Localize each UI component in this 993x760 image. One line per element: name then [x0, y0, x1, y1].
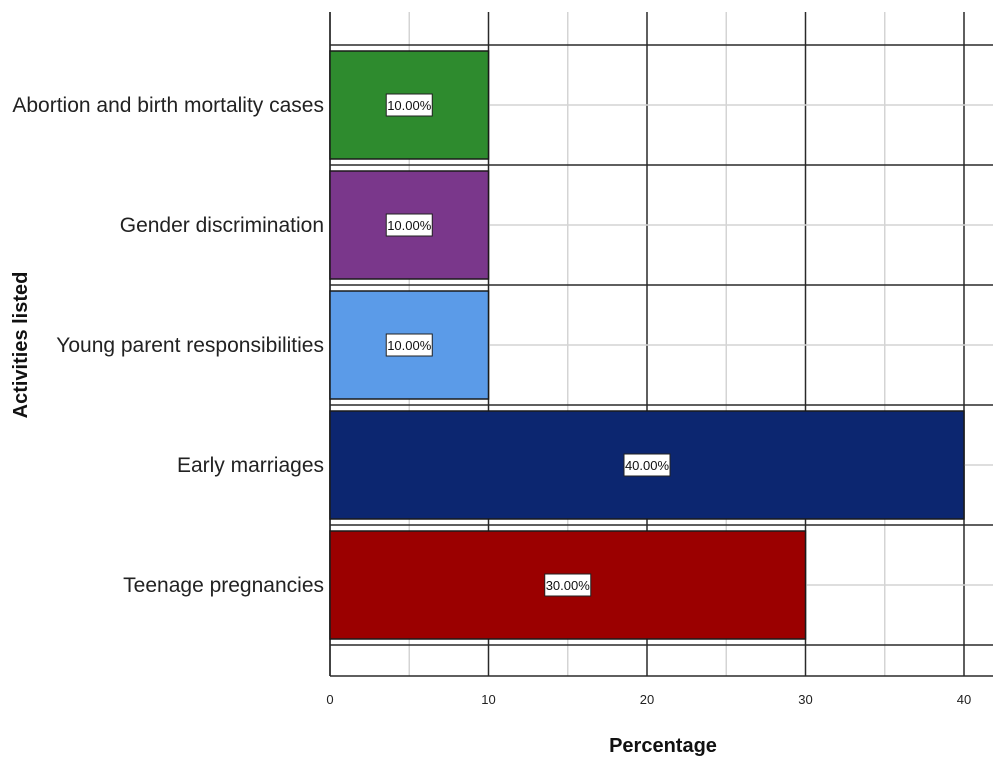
data-label: 10.00%	[387, 338, 432, 353]
data-label: 10.00%	[387, 98, 432, 113]
category-label: Gender discrimination	[120, 214, 324, 237]
data-label-box	[385, 333, 433, 357]
data-label: 10.00%	[387, 218, 432, 233]
x-tick-label: 10	[481, 692, 495, 707]
x-tick-label: 0	[326, 692, 333, 707]
data-label: 30.00%	[546, 578, 591, 593]
data-label: 40.00%	[625, 458, 670, 473]
labels: 10.00% Abortion and birth mortality cases…	[12, 93, 971, 707]
data-label-box	[623, 453, 671, 477]
data-label-box	[385, 213, 433, 237]
x-tick-label: 20	[640, 692, 654, 707]
bar-2	[329, 170, 490, 280]
category-label: Abortion and birth mortality cases	[12, 94, 324, 117]
x-axis-title: Percentage	[609, 735, 717, 757]
y-axis-title: Activities listed	[10, 272, 32, 419]
x-tick-label: 30	[798, 692, 812, 707]
data-label-box	[385, 93, 433, 117]
x-tick-label: 40	[957, 692, 971, 707]
category-label: Young parent responsibilities	[56, 334, 324, 357]
data-label-box	[544, 573, 592, 597]
category-label: Early marriages	[177, 454, 324, 477]
category-label: Teenage pregnancies	[123, 574, 324, 597]
